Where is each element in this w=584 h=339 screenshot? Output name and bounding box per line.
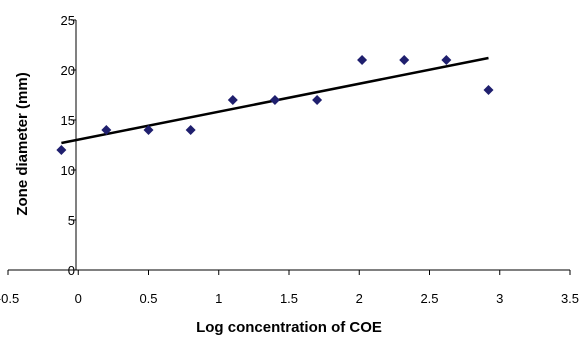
y-tick-label: 20 bbox=[61, 63, 75, 78]
data-point bbox=[185, 125, 196, 135]
x-tick-label: 2 bbox=[356, 291, 363, 306]
y-tick-label: 25 bbox=[61, 13, 75, 28]
y-tick-labels: 0 5 10 15 20 25 bbox=[61, 13, 76, 278]
x-tick-label: 1.5 bbox=[280, 291, 298, 306]
x-tick-labels: -0.5 0 0.5 1 1.5 2 2.5 3 3.5 bbox=[0, 270, 579, 306]
x-tick-label: 1 bbox=[215, 291, 222, 306]
data-point bbox=[101, 125, 112, 135]
data-point bbox=[483, 85, 494, 95]
x-tick-label: 2.5 bbox=[420, 291, 438, 306]
data-point bbox=[441, 55, 452, 65]
data-point bbox=[56, 145, 67, 155]
y-tick-label: 10 bbox=[61, 163, 75, 178]
x-tick-label: 0 bbox=[75, 291, 82, 306]
y-axis-title: Zone diameter (mm) bbox=[14, 72, 31, 215]
data-point bbox=[399, 55, 410, 65]
x-tick-label: -0.5 bbox=[0, 291, 19, 306]
data-point bbox=[269, 95, 280, 105]
x-tick-label: 3 bbox=[496, 291, 503, 306]
data-point bbox=[227, 95, 238, 105]
data-point bbox=[143, 125, 154, 135]
x-tick-label: 0.5 bbox=[139, 291, 157, 306]
x-axis-title: Log concentration of COE bbox=[196, 319, 382, 336]
data-points bbox=[56, 55, 494, 155]
y-tick-label: 0 bbox=[68, 263, 75, 278]
x-tick-label: 3.5 bbox=[561, 291, 579, 306]
y-tick-label: 5 bbox=[68, 213, 75, 228]
data-point bbox=[312, 95, 323, 105]
data-point bbox=[357, 55, 368, 65]
y-tick-label: 15 bbox=[61, 113, 75, 128]
